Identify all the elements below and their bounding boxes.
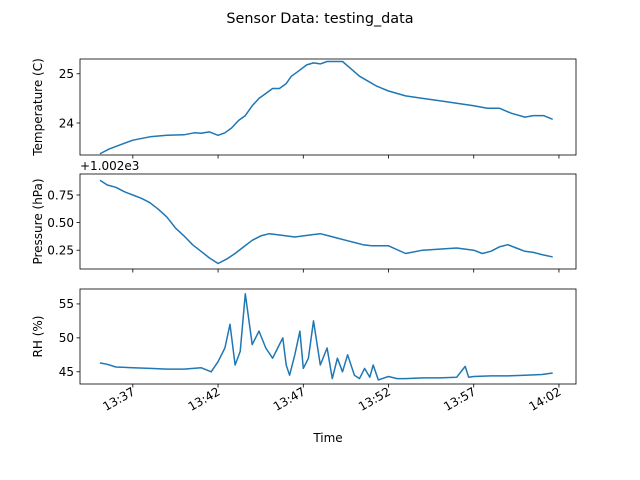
humidity-ytick-label: 45: [59, 365, 74, 379]
pressure-series-line: [99, 179, 553, 265]
temperature-ytick-label: 24: [59, 116, 74, 130]
temperature-axes-frame: [79, 58, 577, 156]
pressure-axes-frame: [79, 173, 577, 270]
pressure-ytick-label: 0.25: [47, 244, 74, 258]
humidity-y-axis-label: RH (%): [31, 316, 45, 358]
x-axis-label: Time: [312, 431, 342, 445]
pressure-offset-label: +1.002e3: [80, 159, 139, 173]
humidity-ytick-label: 55: [59, 297, 74, 311]
panel-temperature: 24 25 Temperature (C): [31, 58, 577, 159]
humidity-axes-frame: [79, 288, 577, 385]
humidity-ytick-label: 50: [59, 331, 74, 345]
pressure-y-axis-label: Pressure (hPa): [31, 178, 45, 264]
temperature-y-axis-label: Temperature (C): [31, 58, 45, 157]
figure-title: Sensor Data: testing_data: [226, 11, 413, 27]
pressure-ytick-label: 0.50: [47, 216, 74, 230]
humidity-series-line: [99, 293, 553, 381]
pressure-ytick-label: 0.75: [47, 188, 74, 202]
temperature-ytick-label: 25: [59, 67, 74, 81]
temperature-series-line: [99, 60, 553, 155]
